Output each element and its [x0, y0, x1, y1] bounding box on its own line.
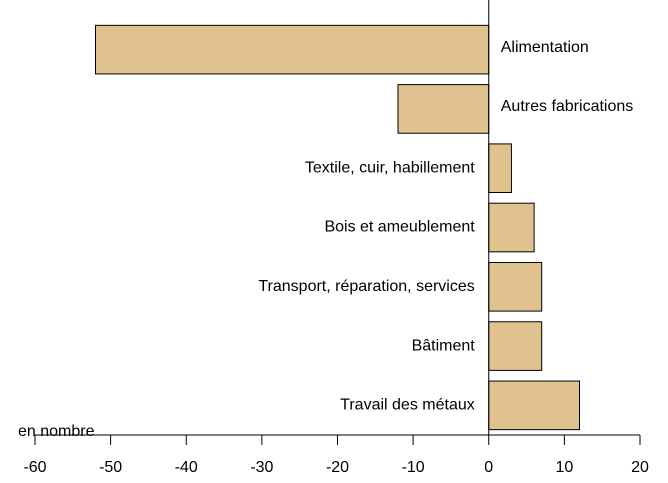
category-label: Alimentation: [501, 39, 589, 56]
x-tick-label: 20: [631, 459, 649, 476]
bar: [488, 143, 512, 194]
category-label: Textile, cuir, habillement: [305, 159, 475, 176]
x-tick-label: 0: [484, 459, 493, 476]
x-tick-label: -50: [99, 459, 122, 476]
category-label: Bois et ameublement: [324, 219, 475, 236]
category-label: Autres fabrications: [501, 98, 634, 115]
bar: [488, 261, 543, 312]
x-tick-label: -40: [175, 459, 198, 476]
x-tick-label: 10: [555, 459, 573, 476]
category-label: Travail des métaux: [340, 397, 475, 414]
bar: [488, 202, 535, 253]
bar: [95, 24, 490, 75]
x-tick-label: -20: [326, 459, 349, 476]
category-label: Bâtiment: [412, 337, 476, 354]
bar: [488, 380, 580, 431]
x-axis-label: en nombre: [18, 423, 95, 440]
bar: [488, 321, 543, 371]
category-label: Transport, réparation, services: [258, 278, 474, 295]
bar: [397, 84, 490, 134]
x-tick-label: -60: [23, 459, 46, 476]
x-tick-label: -10: [402, 459, 425, 476]
x-tick-label: -30: [250, 459, 273, 476]
